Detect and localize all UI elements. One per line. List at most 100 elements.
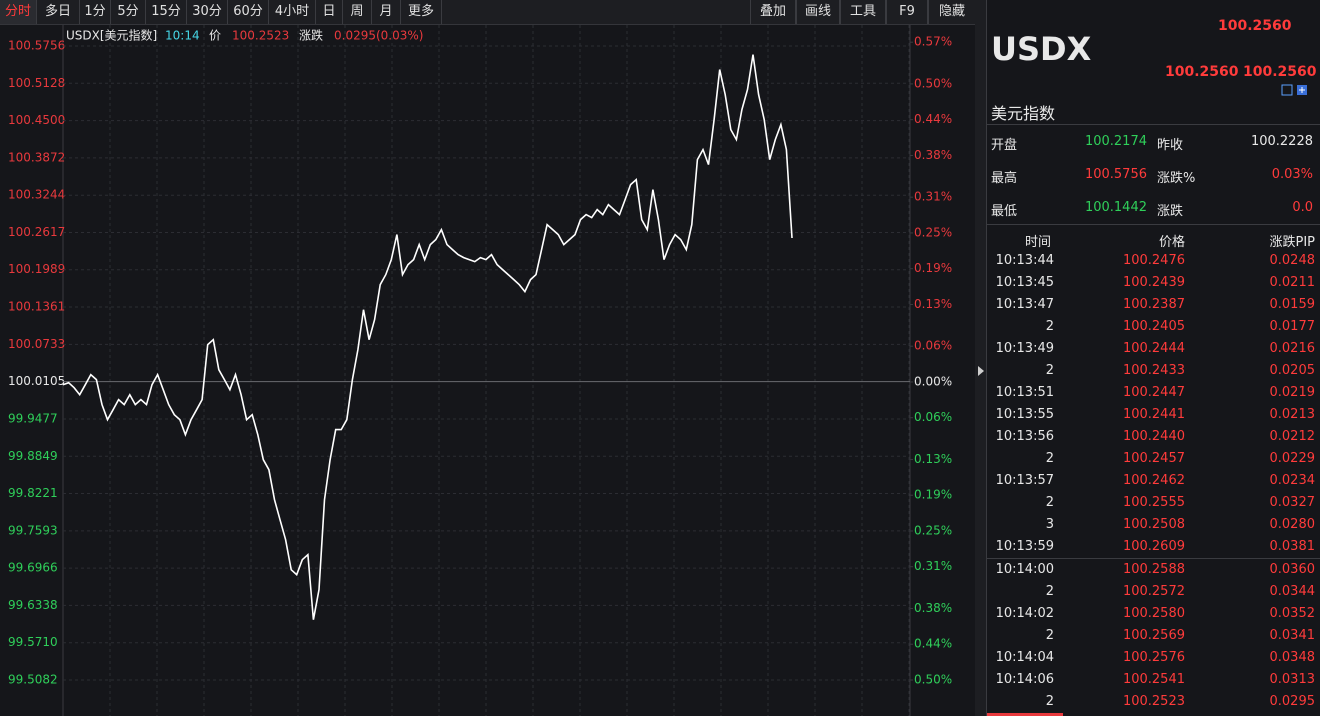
tick-change: 0.0211: [1269, 275, 1316, 290]
tick-time: 10:14:00: [995, 562, 1054, 577]
tick-price: 100.2439: [1122, 275, 1185, 290]
tick-time: 2: [1045, 584, 1054, 599]
y-tick-label: 100.5756: [8, 38, 65, 52]
tick-change: 0.0248: [1269, 253, 1316, 268]
quote-value: 0.03%: [1271, 167, 1313, 182]
y2-tick-label: 0.57%: [914, 35, 952, 49]
y2-tick-label: 0.25%: [914, 523, 952, 537]
tick-price: 100.2457: [1122, 451, 1185, 466]
name: 美元指数: [991, 104, 1056, 123]
period-tab[interactable]: 更多: [401, 0, 442, 24]
tick-price: 100.2444: [1122, 341, 1185, 356]
tick-change: 0.0219: [1269, 385, 1316, 400]
y-tick-label: 100.0105: [8, 374, 65, 388]
tick-change: 0.0341: [1269, 628, 1316, 643]
tool-button[interactable]: F9: [886, 0, 928, 24]
tick-change: 0.0159: [1269, 297, 1316, 312]
tick-time: 10:13:56: [995, 429, 1054, 444]
y2-tick-label: 0.13%: [914, 297, 952, 311]
tick-change: 0.0229: [1269, 451, 1316, 466]
info-price: 100.2523: [232, 29, 289, 43]
quote-value: 0.0: [1292, 200, 1313, 215]
quote-value: 100.1442: [1084, 200, 1147, 215]
tick-price: 100.2572: [1122, 584, 1185, 599]
tick-time: 2: [1045, 628, 1054, 643]
divider: [987, 224, 1320, 225]
tick-time: 10:13:44: [995, 253, 1054, 268]
divider: [987, 124, 1320, 125]
tool-button[interactable]: 画线: [796, 0, 840, 24]
y2-tick-label: 0.00%: [914, 374, 952, 388]
y2-tick-label: 0.13%: [914, 452, 952, 466]
tick-time: 3: [1045, 517, 1054, 532]
y2-tick-label: 0.25%: [914, 225, 952, 239]
y-tick-label: 100.4500: [8, 113, 65, 127]
y-tick-label: 100.3244: [8, 188, 65, 202]
quote-label: 昨收: [1157, 138, 1184, 153]
tick-change: 0.0216: [1269, 341, 1316, 356]
symbol: USDX: [991, 30, 1092, 68]
period-tab[interactable]: 4小时: [269, 0, 316, 24]
info-price-label: 价: [209, 29, 221, 43]
alert-icons[interactable]: [1281, 84, 1311, 96]
tick-change: 0.0295: [1269, 694, 1316, 709]
price-line: [62, 54, 793, 620]
y2-tick-label: 0.44%: [914, 637, 952, 651]
tick-header: 价格: [1158, 235, 1185, 250]
collapse-strip[interactable]: [975, 0, 986, 716]
period-tab[interactable]: 1分: [80, 0, 111, 24]
tick-header: 涨跌PIP: [1269, 235, 1315, 250]
tick-time: 10:14:02: [995, 606, 1054, 621]
y-tick-label: 100.1989: [8, 262, 65, 276]
period-tab[interactable]: 周: [343, 0, 372, 24]
period-tab[interactable]: 月: [372, 0, 401, 24]
period-tab[interactable]: 60分: [228, 0, 269, 24]
tool-button[interactable]: 工具: [840, 0, 886, 24]
tick-time: 2: [1045, 694, 1054, 709]
y-tick-label: 99.6966: [8, 561, 58, 575]
tick-change: 0.0212: [1269, 429, 1316, 444]
tick-change: 0.0205: [1269, 363, 1316, 378]
period-tab[interactable]: 15分: [146, 0, 187, 24]
tick-price: 100.2580: [1122, 606, 1185, 621]
tick-price: 100.2609: [1122, 539, 1185, 554]
tick-time: 10:13:51: [995, 385, 1054, 400]
tick-change: 0.0381: [1269, 539, 1316, 554]
tick-change: 0.0280: [1269, 517, 1316, 532]
chart: 100.5756 100.5128 100.4500 100.3872 100.3244…: [0, 25, 975, 716]
period-tab[interactable]: 日: [316, 0, 343, 24]
y2-tick-label: 0.31%: [914, 190, 952, 204]
tick-price: 100.2569: [1122, 628, 1185, 643]
quote-label: 涨跌%: [1157, 171, 1196, 186]
tick-time: 10:13:47: [995, 297, 1054, 312]
tick-change: 0.0213: [1269, 407, 1316, 422]
tick-time: 2: [1045, 319, 1054, 334]
ask: 100.2560: [1243, 64, 1317, 80]
tool-button[interactable]: 叠加: [750, 0, 796, 24]
info-change: 0.0295(0.03%): [334, 29, 423, 43]
quote-panel: 100.2560 USDX 100.2560 100.2560 美元指数 开盘 1…: [986, 0, 1320, 716]
y-tick-label: 99.5082: [8, 673, 58, 687]
tick-time: 2: [1045, 495, 1054, 510]
quote-value: 100.2174: [1084, 134, 1147, 149]
y2-tick-label: 0.19%: [914, 488, 952, 502]
period-tab[interactable]: 5分: [111, 0, 146, 24]
tick-time: 10:13:55: [995, 407, 1054, 422]
period-tab[interactable]: 分时: [0, 0, 37, 24]
tick-header: 时间: [1025, 235, 1052, 250]
tick-price: 100.2462: [1122, 473, 1185, 488]
y-tick-label: 99.8221: [8, 486, 58, 500]
chart-bg: [0, 25, 975, 716]
collapse-arrow: [978, 366, 984, 376]
period-tab[interactable]: 多日: [37, 0, 80, 24]
quote-value: 100.5756: [1084, 167, 1147, 182]
tick-change: 0.0234: [1269, 473, 1316, 488]
y2-tick-label: 0.50%: [914, 76, 952, 90]
y2-tick-label: 0.31%: [914, 559, 952, 573]
tick-price: 100.2555: [1122, 495, 1185, 510]
last-price: 100.2560: [1218, 18, 1292, 34]
tick-price: 100.2447: [1122, 385, 1185, 400]
period-tab[interactable]: 30分: [187, 0, 228, 24]
tick-price: 100.2588: [1122, 562, 1185, 577]
